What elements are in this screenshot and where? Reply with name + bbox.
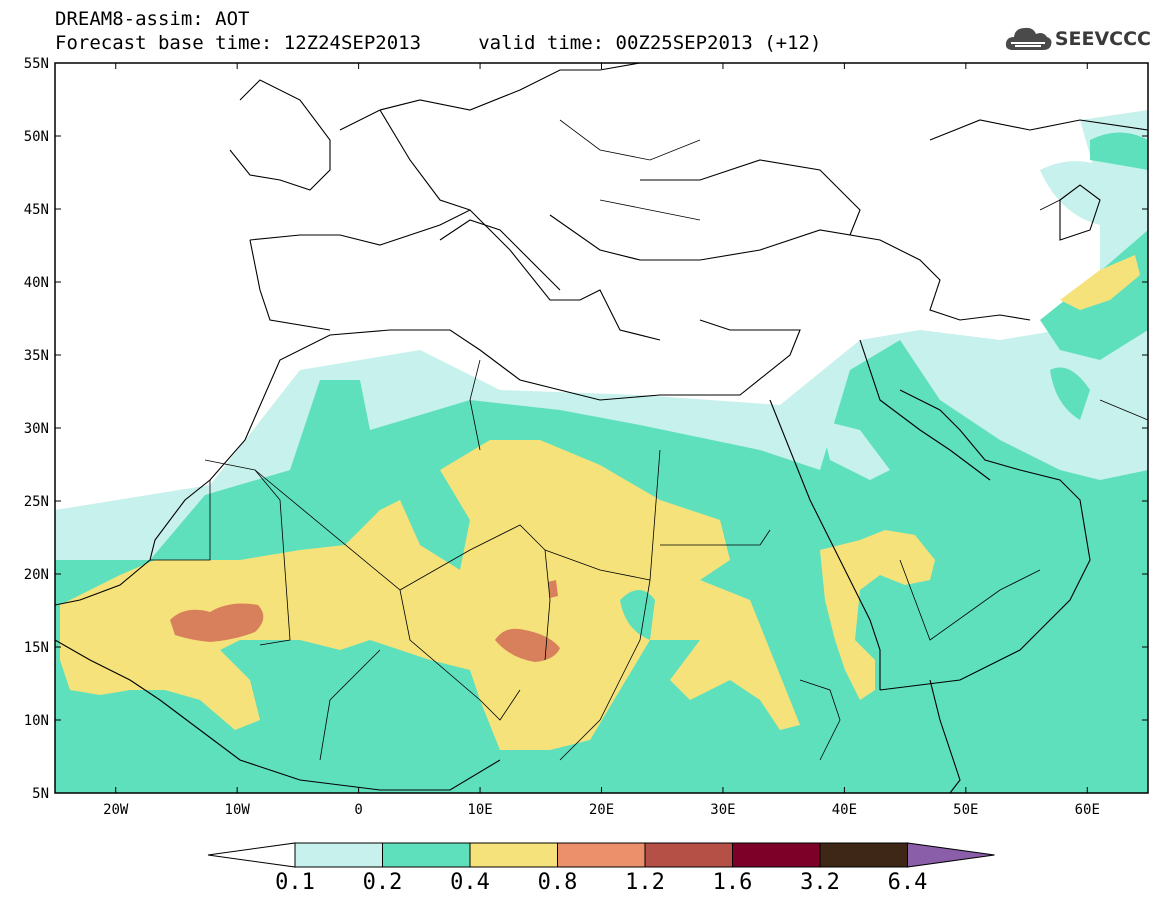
colorbar-label: 1.2 [625, 870, 665, 895]
lon-tick-label: 50E [953, 802, 978, 818]
seevccc-logo: SEEVCCC [1005, 24, 1151, 54]
lon-tick-label: 20E [589, 802, 614, 818]
longitude-axis: 20W 10W 0 10E 20E 30E 40E 50E 60E [103, 63, 1100, 818]
lat-tick-label: 45N [24, 202, 49, 218]
aot-field-0.4 [60, 255, 1140, 750]
colorbar-segment [819, 842, 908, 868]
lat-tick-label: 35N [24, 348, 49, 364]
forecast-time-subtitle: Forecast base time: 12Z24SEP2013 valid t… [55, 32, 822, 54]
colorbar-arrow-low [207, 842, 296, 868]
colorbar-segment [557, 842, 646, 868]
coastlines [55, 63, 1148, 793]
lon-tick-label: 10W [225, 802, 251, 818]
colorbar-label: 0.1 [275, 870, 315, 895]
lat-tick-label: 55N [24, 56, 49, 72]
lon-tick-label: 0 [354, 802, 362, 818]
lon-tick-label: 10E [467, 802, 492, 818]
lat-tick-label: 25N [24, 494, 49, 510]
colorbar-arrow-high [907, 842, 995, 868]
colorbar-segment [732, 842, 821, 868]
lat-tick-label: 5N [32, 786, 49, 802]
colorbar-label: 6.4 [887, 870, 928, 895]
colorbar-label: 0.2 [362, 870, 403, 895]
lon-tick-label: 40E [832, 802, 857, 818]
lat-tick-label: 20N [24, 567, 49, 583]
country-borders [150, 119, 1148, 761]
colorbar-label: 0.4 [450, 870, 490, 895]
aot-field-0.8 [170, 580, 560, 662]
lat-tick-label: 10N [24, 713, 49, 729]
lat-tick-label: 50N [24, 129, 49, 145]
lon-tick-label: 60E [1075, 802, 1100, 818]
cloud-icon [1005, 27, 1052, 50]
logo-text: SEEVCCC [1054, 28, 1151, 50]
lat-tick-label: 40N [24, 275, 49, 291]
colorbar-label: 0.8 [537, 870, 578, 895]
lon-tick-label: 30E [710, 802, 735, 818]
colorbar-segment [644, 842, 733, 868]
latitude-axis: 5N 10N 15N 20N 25N 30N 35N 40N 45N 50N 55N [24, 56, 1148, 802]
colorbar-label: 1.6 [712, 870, 753, 895]
map-title: DREAM8-assim: AOT [55, 8, 250, 30]
colorbar-segment [294, 842, 383, 868]
colorbar-segment [382, 842, 471, 868]
colorbar [207, 842, 995, 868]
lat-tick-label: 15N [24, 640, 49, 656]
colorbar-segment [469, 842, 558, 868]
lat-tick-label: 30N [24, 421, 49, 437]
colorbar-label: 3.2 [800, 870, 840, 895]
lon-tick-label: 20W [103, 802, 129, 818]
